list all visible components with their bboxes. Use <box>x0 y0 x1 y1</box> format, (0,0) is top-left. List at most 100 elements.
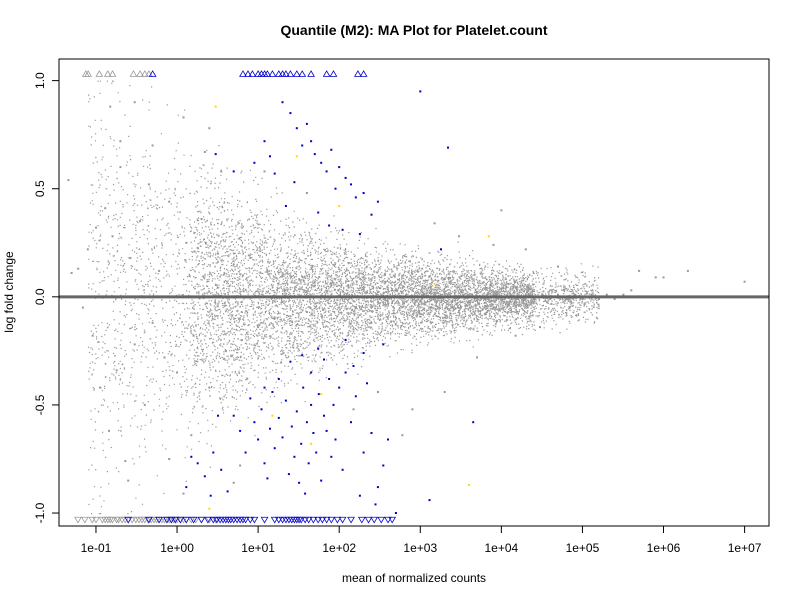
point <box>81 306 84 309</box>
significant-point <box>341 228 344 231</box>
point <box>124 460 127 463</box>
highlight-point <box>310 442 313 445</box>
significant-point <box>328 378 331 380</box>
point <box>182 492 185 495</box>
point <box>524 293 527 296</box>
significant-point <box>253 421 256 424</box>
point <box>330 282 333 285</box>
point <box>630 289 633 292</box>
significant-point <box>334 187 337 190</box>
significant-point <box>352 365 355 367</box>
point <box>598 298 600 300</box>
significant-point <box>315 451 318 454</box>
point <box>217 252 219 255</box>
significant-point <box>239 429 242 432</box>
point <box>557 265 559 268</box>
point <box>127 479 130 482</box>
significant-point <box>344 339 347 342</box>
significant-point <box>344 176 347 179</box>
clipped-bottom-significant-point <box>377 516 386 524</box>
point <box>119 140 122 143</box>
point <box>362 287 365 290</box>
clipped-bottom-significant-point <box>384 516 392 524</box>
point <box>240 339 243 342</box>
point <box>200 218 203 220</box>
clipped-top-significant-point <box>359 70 368 77</box>
x-tick-label: 1e+04 <box>485 541 519 555</box>
significant-point <box>312 432 315 434</box>
clipped-bottom-significant-point <box>309 516 318 524</box>
point <box>433 222 436 225</box>
clipped-top-significant-point <box>286 70 295 77</box>
point <box>168 458 171 460</box>
point <box>95 226 97 229</box>
point <box>484 298 487 300</box>
significant-point <box>332 403 335 406</box>
point <box>266 269 269 272</box>
point <box>500 209 503 212</box>
clipped-bottom-significant-point <box>270 516 279 524</box>
clipped-top-significant-point <box>353 70 362 77</box>
significant-point <box>325 170 328 173</box>
significant-point <box>325 429 328 432</box>
point <box>590 293 593 296</box>
significant-point <box>301 144 304 147</box>
clipped-bottom-significant-point <box>203 516 212 524</box>
point <box>70 272 73 274</box>
significant-point <box>310 140 313 143</box>
clipped-top-point <box>95 70 104 77</box>
significant-point <box>244 451 247 454</box>
point <box>158 269 161 272</box>
point <box>370 304 373 307</box>
point <box>613 298 616 300</box>
significant-point <box>277 416 280 419</box>
point <box>182 116 185 119</box>
x-tick-label: 1e+01 <box>241 541 275 555</box>
point <box>321 308 324 311</box>
point <box>305 192 308 194</box>
clipped-top-significant-point <box>298 70 307 77</box>
point <box>104 207 107 210</box>
clipped-bottom-significant-point <box>163 516 171 524</box>
highlight-point <box>468 483 471 486</box>
significant-point <box>394 512 397 514</box>
chart-title: Quantile (M2): MA Plot for Platelet.coun… <box>280 22 547 38</box>
significant-point <box>328 224 331 227</box>
significant-point <box>290 425 293 428</box>
clipped-top-significant-point <box>244 70 252 77</box>
clipped-bottom-significant-point <box>171 516 180 524</box>
point <box>147 183 150 186</box>
point <box>151 321 154 324</box>
point <box>376 391 379 393</box>
point <box>298 278 301 281</box>
significant-point <box>310 371 313 374</box>
point <box>435 300 438 303</box>
point <box>273 317 276 320</box>
clipped-bottom-point <box>80 516 89 524</box>
point <box>622 293 625 296</box>
point <box>443 391 446 393</box>
significant-point <box>341 468 344 471</box>
clipped-bottom-significant-point <box>274 516 283 524</box>
significant-point <box>310 403 313 406</box>
significant-point <box>334 438 337 441</box>
significant-point <box>320 161 323 164</box>
significant-point <box>271 391 274 393</box>
clipped-bottom-significant-point <box>124 516 133 524</box>
point <box>347 285 350 287</box>
point <box>428 291 431 294</box>
point <box>492 293 495 296</box>
clipped-bottom-significant-point <box>241 516 250 524</box>
clipped-bottom-significant-point <box>182 516 191 524</box>
significant-point <box>338 386 341 389</box>
clipped-bottom-significant-point <box>189 516 198 524</box>
clipped-top-significant-point <box>322 70 331 77</box>
significant-point <box>190 455 193 458</box>
clipped-bottom-significant-point <box>327 516 336 524</box>
significant-point <box>203 475 206 478</box>
significant-point <box>376 200 379 203</box>
significant-point <box>196 462 199 465</box>
significant-point <box>317 347 320 350</box>
point <box>516 298 519 300</box>
point <box>514 334 517 337</box>
